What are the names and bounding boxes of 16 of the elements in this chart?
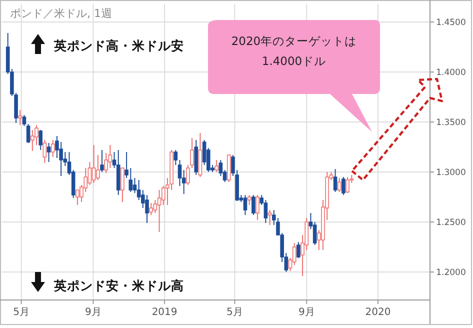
x-tick-label: 9月 — [298, 307, 315, 318]
y-tick-label: 1.4500 — [436, 18, 466, 28]
x-tick-label: 2020 — [365, 307, 391, 318]
y-tick-label: 1.2000 — [436, 268, 466, 278]
y-tick-label: 1.3500 — [436, 118, 466, 128]
x-tick-label: 2019 — [152, 307, 178, 318]
annotation: 2020年のターゲットは 1.4000ドル — [231, 34, 357, 68]
y-tick-label: 1.2500 — [436, 218, 466, 228]
annotation: 英ポンド安・米ドル高 — [53, 278, 184, 293]
y-tick-label: 1.4000 — [436, 68, 466, 78]
y-tick-label: 1.3000 — [436, 168, 466, 178]
x-tick-label: 9月 — [85, 307, 102, 318]
x-tick-label: 5月 — [13, 307, 30, 318]
x-tick-label: 5月 — [226, 307, 243, 318]
chart-title: ポンド／米ドル, 1週 — [10, 7, 112, 20]
annotation: 英ポンド高・米ドル安 — [53, 38, 184, 53]
